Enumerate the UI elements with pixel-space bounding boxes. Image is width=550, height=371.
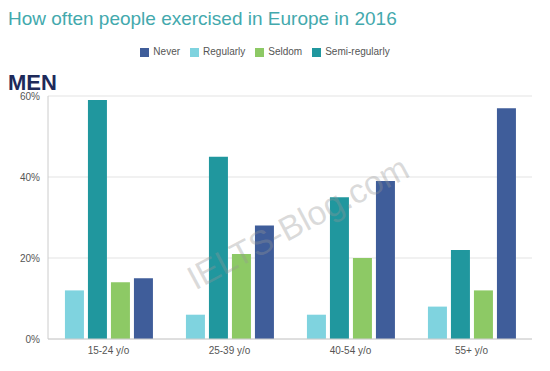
svg-text:25-39 y/o: 25-39 y/o [209, 345, 251, 356]
svg-text:40-54 y/o: 40-54 y/o [330, 345, 372, 356]
svg-text:0%: 0% [26, 334, 41, 345]
svg-text:55+ y/o: 55+ y/o [455, 345, 489, 356]
svg-text:60%: 60% [20, 91, 40, 102]
svg-text:20%: 20% [20, 253, 40, 264]
svg-text:15-24 y/o: 15-24 y/o [88, 345, 130, 356]
svg-text:40%: 40% [20, 172, 40, 183]
